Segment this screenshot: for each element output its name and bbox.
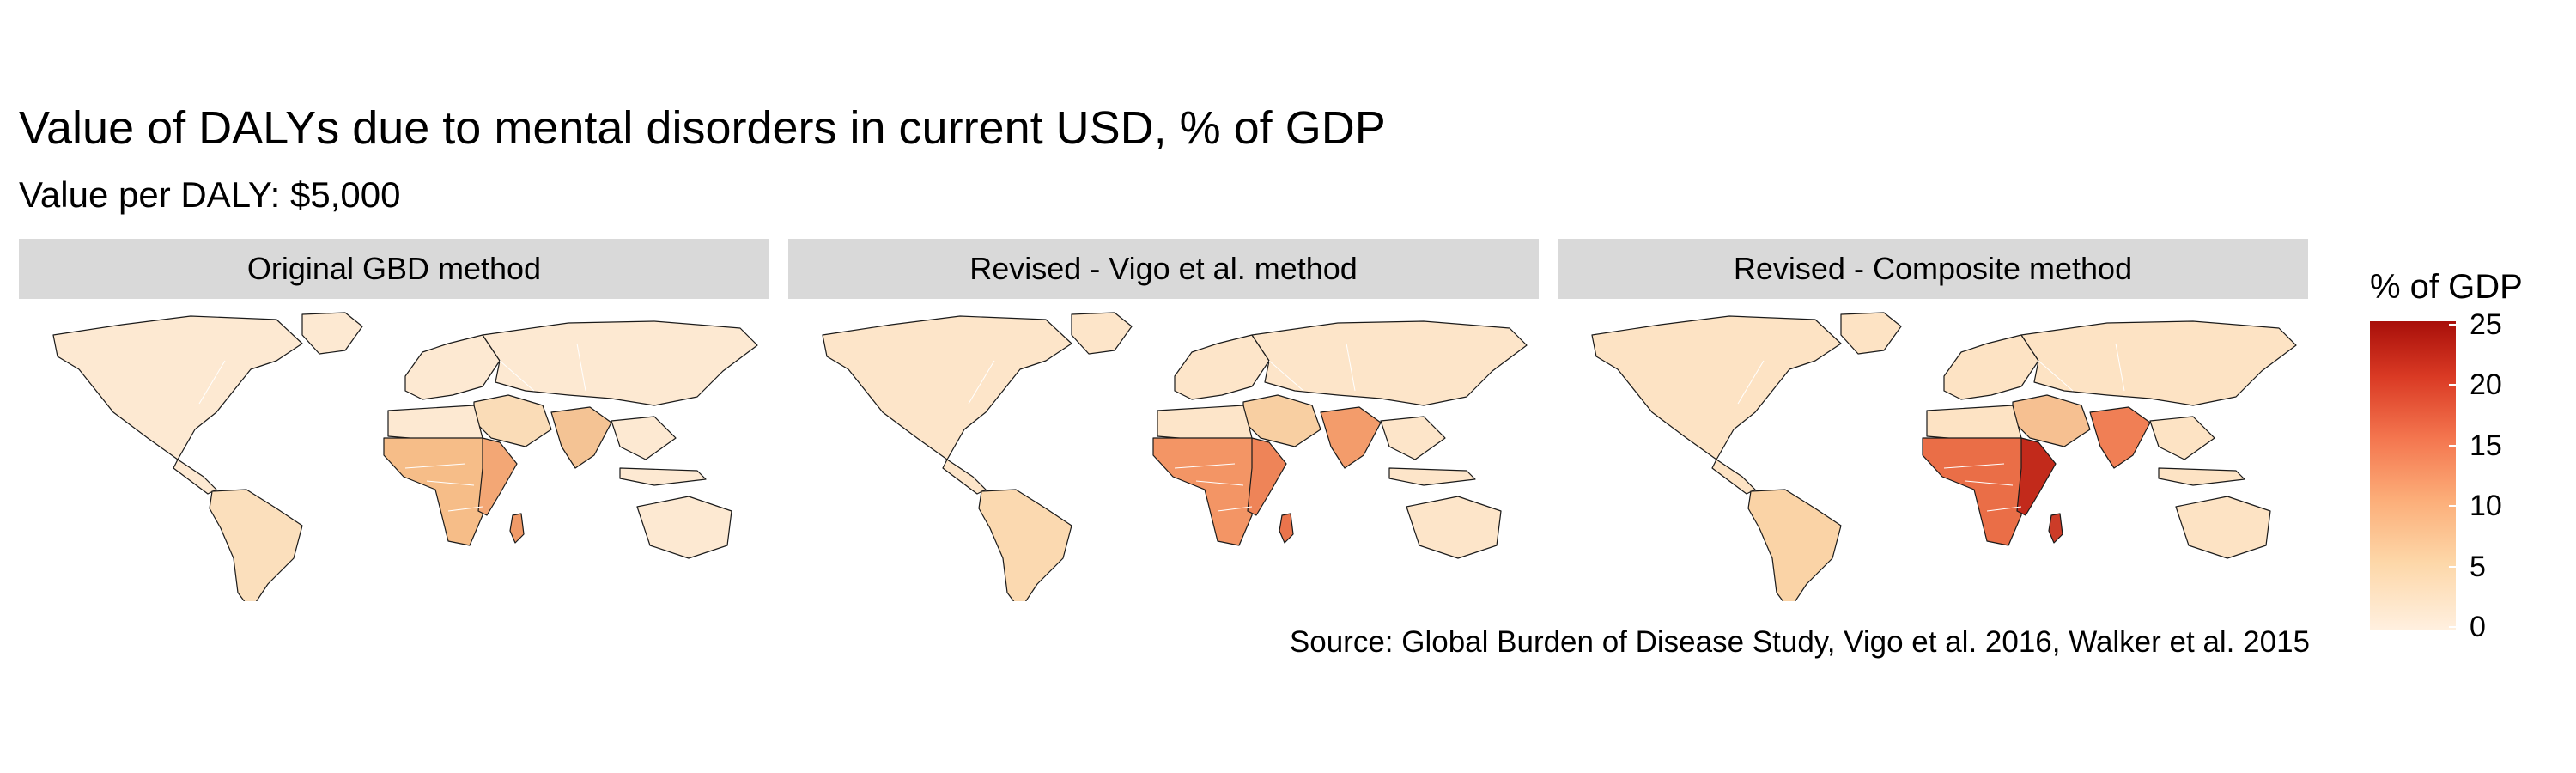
country-border	[1965, 480, 2014, 486]
region-west-central-africa	[1152, 437, 1257, 546]
region-southeast-asia	[1380, 416, 1446, 460]
country-border	[1346, 343, 1356, 392]
country-border	[1943, 463, 2005, 469]
region-central-america	[942, 459, 987, 495]
region-greenland	[1071, 312, 1133, 355]
world-map-svg	[822, 312, 1528, 601]
region-europe	[1174, 334, 1270, 400]
region-southeast-asia	[2149, 416, 2215, 460]
world-map-svg	[1591, 312, 2297, 601]
country-border	[968, 360, 995, 405]
region-india	[1320, 406, 1382, 469]
legend-colorbar	[2370, 321, 2456, 630]
legend-title: % of GDP	[2370, 268, 2523, 306]
region-europe	[404, 334, 501, 400]
region-south-america	[978, 489, 1072, 601]
region-north-america	[822, 315, 1072, 460]
region-australia	[2175, 496, 2271, 559]
region-madagascar	[2048, 513, 2063, 544]
country-border	[1737, 360, 1765, 405]
region-east-africa	[477, 437, 518, 516]
legend-tick-label: 25	[2470, 308, 2502, 341]
map-panel-original: Original GBD method	[19, 239, 769, 610]
panel-strip-label: Original GBD method	[19, 239, 769, 299]
legend-tick-label: 0	[2470, 611, 2486, 643]
region-greenland	[1840, 312, 1902, 355]
region-north-america	[1591, 315, 1842, 460]
legend-tick-mark	[2449, 324, 2458, 326]
region-southeast-asia	[611, 416, 677, 460]
region-south-america	[209, 489, 303, 601]
region-russia-asia	[482, 320, 758, 406]
legend-tick-mark	[2449, 444, 2458, 447]
region-europe	[1943, 334, 2039, 400]
country-border	[2115, 343, 2125, 392]
legend-tick-label: 10	[2470, 490, 2502, 523]
country-border	[1268, 360, 1304, 392]
region-east-africa	[1247, 437, 1287, 516]
region-central-america	[1711, 459, 1756, 495]
country-border	[1986, 506, 2022, 512]
region-russia-asia	[1251, 320, 1528, 406]
legend-tick-mark	[2449, 384, 2458, 386]
region-india	[2089, 406, 2151, 469]
region-north-africa	[1926, 405, 2022, 441]
legend-tick-label: 5	[2470, 550, 2486, 583]
panel-strip-label: Revised - Vigo et al. method	[788, 239, 1539, 299]
region-south-america	[1747, 489, 1842, 601]
legend-tick-mark	[2449, 505, 2458, 508]
country-border	[1174, 463, 1236, 469]
country-border	[499, 360, 535, 392]
region-north-africa	[1157, 405, 1253, 441]
world-map	[19, 309, 769, 601]
region-indonesia	[1388, 467, 1476, 486]
region-north-america	[52, 315, 303, 460]
region-central-america	[173, 459, 217, 495]
region-east-africa	[2016, 437, 2057, 516]
country-border	[447, 506, 483, 512]
chart-title: Value of DALYs due to mental disorders i…	[19, 102, 1386, 154]
region-madagascar	[1279, 513, 1294, 544]
region-australia	[636, 496, 732, 559]
world-map	[788, 309, 1539, 601]
region-west-central-africa	[1922, 437, 2026, 546]
country-border	[404, 463, 466, 469]
world-map-svg	[52, 312, 758, 601]
region-madagascar	[509, 513, 525, 544]
chart-subtitle: Value per DALY: $5,000	[19, 174, 401, 215]
country-border	[426, 480, 475, 486]
map-panel-vigo: Revised - Vigo et al. method	[788, 239, 1539, 610]
country-border	[198, 360, 226, 405]
legend-tick-label: 20	[2470, 368, 2502, 402]
region-australia	[1406, 496, 1502, 559]
legend-tick-label: 15	[2470, 429, 2502, 462]
region-greenland	[301, 312, 363, 355]
region-north-africa	[387, 405, 483, 441]
country-border	[1195, 480, 1244, 486]
region-india	[550, 406, 612, 469]
map-panel-composite: Revised - Composite method	[1558, 239, 2308, 610]
region-west-central-africa	[383, 437, 488, 546]
legend-tick-mark	[2449, 565, 2458, 568]
country-border	[2038, 360, 2074, 392]
panel-strip-label: Revised - Composite method	[1558, 239, 2308, 299]
country-border	[576, 343, 586, 392]
legend-tick-mark	[2449, 626, 2458, 628]
region-russia-asia	[2020, 320, 2297, 406]
world-map	[1558, 309, 2308, 601]
source-caption: Source: Global Burden of Disease Study, …	[1289, 625, 2310, 659]
region-indonesia	[2158, 467, 2245, 486]
region-indonesia	[619, 467, 707, 486]
country-border	[1217, 506, 1253, 512]
